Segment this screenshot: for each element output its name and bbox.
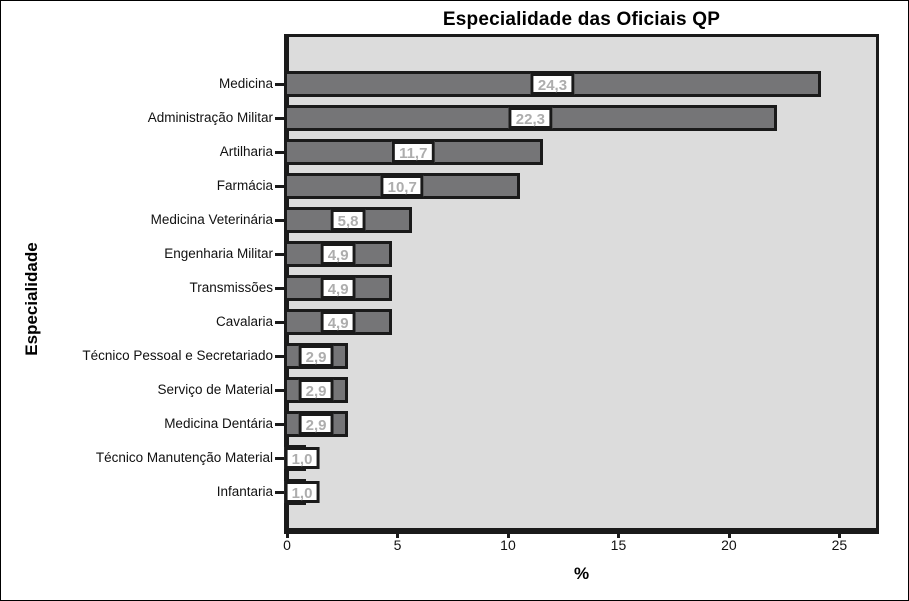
- x-axis-tick-label: 5: [393, 537, 402, 553]
- category-tick: [275, 355, 284, 358]
- category-label: Cavalaria: [215, 314, 273, 329]
- category-label: Serviço de Material: [157, 382, 273, 397]
- bar-value-label: 4,9: [320, 311, 356, 333]
- bar-row[interactable]: 2,9: [284, 411, 879, 437]
- bar-row[interactable]: 4,9: [284, 309, 879, 335]
- bar-value-label: 2,9: [298, 379, 334, 401]
- category-label: Transmissões: [189, 280, 273, 295]
- category-label: Farmácia: [216, 178, 273, 193]
- category-label: Medicina Veterinária: [150, 212, 273, 227]
- category-tick: [275, 219, 284, 222]
- category-tick: [275, 321, 284, 324]
- x-axis-tick-label: 10: [500, 537, 516, 553]
- bar-value-label: 4,9: [320, 243, 356, 265]
- category-tick: [275, 185, 284, 188]
- x-axis-line: [284, 529, 879, 534]
- category-label: Administração Militar: [147, 110, 273, 125]
- category-tick: [275, 389, 284, 392]
- category-tick: [275, 83, 284, 86]
- category-tick: [275, 151, 284, 154]
- x-axis-tick-label: 15: [610, 537, 627, 553]
- x-axis-tick: [617, 529, 621, 538]
- bar-row[interactable]: 4,9: [284, 241, 879, 267]
- category-label: Infantaria: [216, 484, 273, 499]
- bar-row[interactable]: 1,0: [284, 445, 879, 471]
- category-tick: [275, 287, 284, 290]
- category-label: Técnico Pessoal e Secretariado: [82, 348, 273, 363]
- category-label: Artilharia: [219, 144, 273, 159]
- bar-value-label: 1,0: [284, 481, 320, 503]
- bar-row[interactable]: 24,3: [284, 71, 879, 97]
- x-axis-title: %: [573, 564, 590, 583]
- category-tick: [275, 457, 284, 460]
- bar-row[interactable]: 2,9: [284, 343, 879, 369]
- x-axis-tick-label: 25: [831, 537, 848, 553]
- x-axis-tick: [396, 529, 400, 538]
- bar-value-label: 5,8: [330, 209, 366, 231]
- category-label: Engenharia Militar: [164, 246, 273, 261]
- category-label: Técnico Manutenção Material: [95, 450, 273, 465]
- bar-row[interactable]: 10,7: [284, 173, 879, 199]
- bar-row[interactable]: 22,3: [284, 105, 879, 131]
- bar-value-label: 24,3: [530, 73, 575, 95]
- category-tick: [275, 253, 284, 256]
- bar-row[interactable]: 2,9: [284, 377, 879, 403]
- x-axis-tick: [727, 529, 731, 538]
- x-axis-tick-label: 20: [721, 537, 737, 553]
- y-axis-title: Especialidade: [22, 242, 41, 356]
- x-axis-tick-label: 0: [283, 537, 291, 553]
- category-tick: [275, 423, 284, 426]
- x-axis-tick: [506, 529, 510, 538]
- bar-value-label: 1,0: [284, 447, 320, 469]
- x-axis-tick: [286, 529, 289, 538]
- bar-value-label: 11,7: [392, 141, 435, 163]
- chart-title: Especialidade das Oficiais QP: [442, 9, 721, 30]
- category-tick: [275, 117, 284, 120]
- x-axis-tick: [838, 529, 842, 538]
- bar-value-label: 10,7: [380, 175, 424, 197]
- bar-value-label: 4,9: [320, 277, 356, 299]
- bar-row[interactable]: 5,8: [284, 207, 879, 233]
- bar-value-label: 2,9: [298, 413, 334, 435]
- bar-row[interactable]: 11,7: [284, 139, 879, 165]
- bar-row[interactable]: 4,9: [284, 275, 879, 301]
- category-tick: [275, 491, 284, 494]
- bar-value-label: 22,3: [508, 107, 552, 129]
- bar-row[interactable]: 1,0: [284, 479, 879, 505]
- category-label: Medicina Dentária: [164, 416, 273, 431]
- bar-value-label: 2,9: [298, 345, 334, 367]
- category-label: Medicina: [218, 76, 273, 91]
